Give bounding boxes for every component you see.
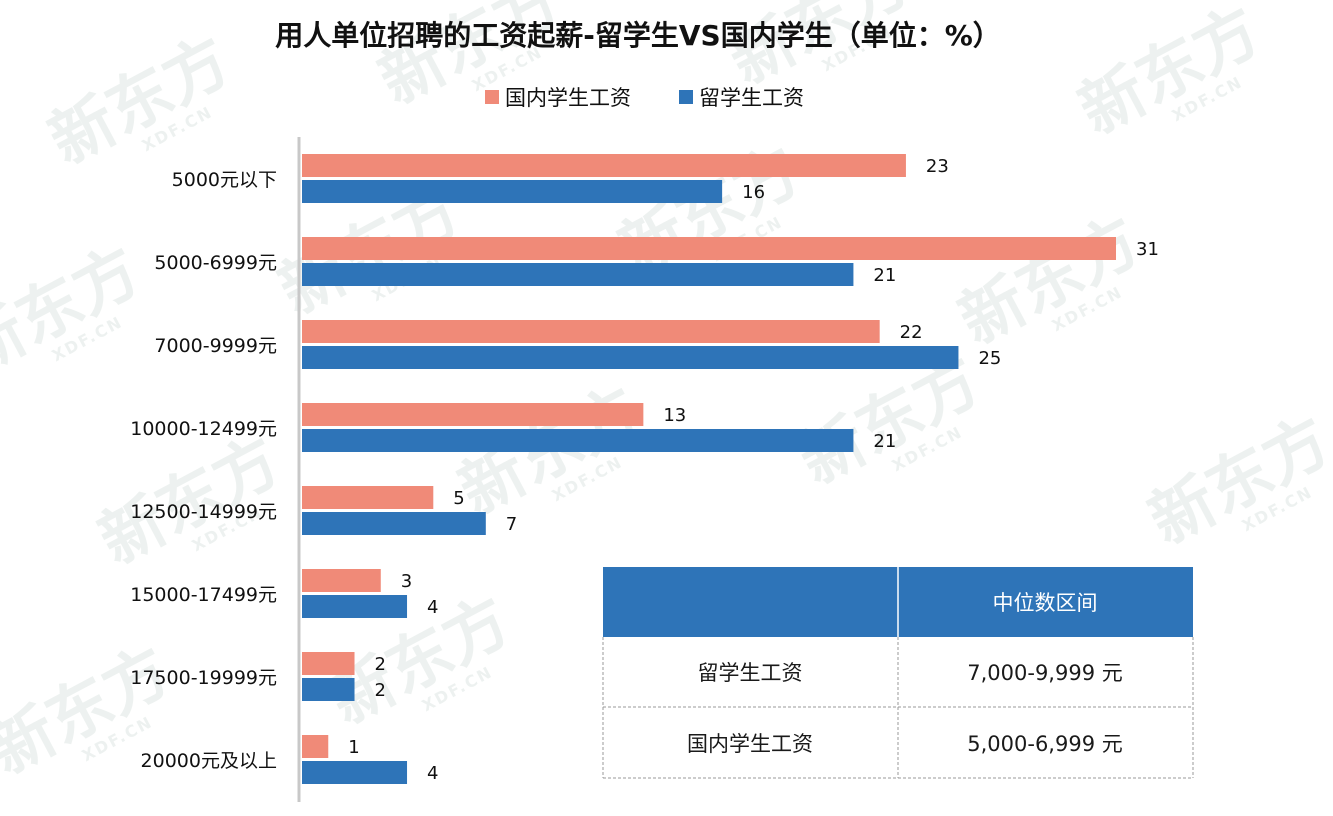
abroad-value-label-1: 21 [873, 265, 896, 286]
abroad-value-label-7: 4 [427, 763, 438, 784]
abroad-value-label-6: 2 [375, 680, 386, 701]
domestic-value-label-6: 2 [375, 654, 386, 675]
svg-text:新东方: 新东方 [1138, 404, 1333, 559]
svg-text:新东方: 新东方 [0, 234, 152, 389]
chart-title: 用人单位招聘的工资起薪-留学生VS国内学生（单位：%） [275, 19, 1001, 52]
domestic-value-label-3: 13 [663, 405, 686, 426]
abroad-bar-1 [302, 263, 854, 286]
legend-swatch-domestic [485, 90, 499, 104]
domestic-bar-6 [302, 652, 355, 675]
domestic-bar-1 [302, 237, 1116, 260]
abroad-value-label-0: 16 [742, 182, 765, 203]
svg-text:新东方: 新东方 [948, 204, 1152, 359]
table-row-domestic-label: 国内学生工资 [687, 732, 813, 756]
abroad-bar-3 [302, 429, 854, 452]
domestic-value-label-5: 3 [401, 571, 412, 592]
abroad-bar-0 [302, 180, 723, 203]
legend-swatch-abroad [679, 90, 693, 104]
table-header-label: 中位数区间 [993, 591, 1098, 615]
domestic-bar-0 [302, 154, 906, 177]
abroad-value-label-3: 21 [873, 431, 896, 452]
category-label-3: 10000-12499元 [130, 418, 277, 440]
category-label-6: 17500-19999元 [130, 667, 277, 689]
abroad-value-label-2: 25 [978, 348, 1001, 369]
domestic-value-label-0: 23 [926, 156, 949, 177]
table-row-abroad-label: 留学生工资 [698, 661, 803, 685]
svg-text:新东方: 新东方 [1068, 0, 1272, 149]
category-label-7: 20000元及以上 [141, 750, 277, 772]
legend-label-domestic: 国内学生工资 [505, 86, 631, 110]
svg-text:新东方: 新东方 [38, 24, 242, 179]
abroad-bar-7 [302, 761, 408, 784]
category-label-0: 5000元以下 [172, 169, 277, 191]
domestic-bar-7 [302, 735, 329, 758]
category-label-5: 15000-17499元 [130, 584, 277, 606]
legend: 国内学生工资 留学生工资 [485, 86, 804, 110]
median-table: 中位数区间 留学生工资 7,000-9,999 元 国内学生工资 5,000-6… [602, 567, 1194, 779]
abroad-bar-2 [302, 346, 959, 369]
category-labels: 5000元以下 5000-6999元 7000-9999元 10000-12499元 1… [130, 169, 277, 772]
abroad-value-label-4: 7 [506, 514, 517, 535]
category-label-4: 12500-14999元 [130, 501, 277, 523]
category-label-1: 5000-6999元 [154, 252, 277, 274]
abroad-bar-6 [302, 678, 355, 701]
table-row-domestic-value: 5,000-6,999 元 [967, 732, 1123, 756]
abroad-bar-5 [302, 595, 408, 618]
table-row-abroad-value: 7,000-9,999 元 [967, 661, 1123, 685]
bar-group [302, 154, 1116, 784]
domestic-value-label-4: 5 [453, 488, 464, 509]
domestic-value-label-2: 22 [900, 322, 923, 343]
legend-label-abroad: 留学生工资 [699, 86, 804, 110]
domestic-bar-2 [302, 320, 880, 343]
abroad-bar-4 [302, 512, 486, 535]
category-label-2: 7000-9999元 [154, 335, 277, 357]
domestic-value-label-1: 31 [1136, 239, 1159, 260]
domestic-bar-5 [302, 569, 381, 592]
domestic-bar-4 [302, 486, 434, 509]
abroad-value-label-5: 4 [427, 597, 438, 618]
domestic-bar-3 [302, 403, 644, 426]
domestic-value-label-7: 1 [348, 737, 359, 758]
